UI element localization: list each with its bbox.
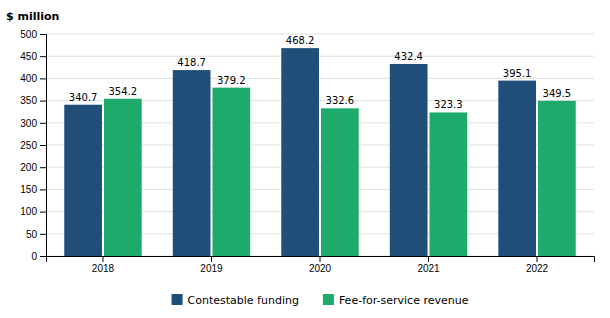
bars [64,48,575,256]
y-tick-mark [40,34,46,35]
x-tick: 2022 [526,256,549,274]
y-tick-label: 250 [20,140,37,151]
y-axis-line [40,35,47,257]
bar [104,99,142,256]
y-tick-label: 300 [20,118,37,129]
y-tick-label: 100 [20,206,37,217]
legend: Contestable funding Fee-for-service reven… [172,294,469,307]
y-tick-label: 150 [20,184,37,195]
x-tick: 2018 [92,256,115,274]
y-tick-mark [40,167,46,168]
y-tick-mark [40,234,46,235]
y-tick-label: 500 [20,29,37,40]
legend-item: Contestable funding [172,294,299,307]
y-tick: 350 [20,95,46,106]
y-tick-mark [40,101,46,102]
x-tick-mark [428,256,429,262]
y-tick-mark [40,123,46,124]
y-tick-mark [40,189,46,190]
series-bars [64,48,536,256]
bar [430,112,468,256]
y-tick-mark [40,56,46,57]
x-tick-mark [537,256,538,262]
y-tick: 150 [20,184,46,195]
data-label: 395.1 [503,68,532,79]
y-tick: 100 [20,206,46,217]
grid-line [46,56,594,57]
legend-label: Fee-for-service revenue [339,294,469,307]
x-axis: 2018 2019 2020 2021 2022 [47,256,595,274]
grid-line [46,34,594,35]
x-tick-label: 2019 [200,263,223,274]
series-bars [104,88,576,256]
legend-swatch [172,294,183,305]
legend-item: Fee-for-service revenue [323,294,469,307]
y-axis: 0 50 100 150 200 250 300 350 400 450 500 [20,29,46,262]
x-tick-label: 2022 [526,263,549,274]
data-label: 349.5 [543,88,572,99]
y-tick: 400 [20,73,46,84]
y-axis-label: $ million [6,10,59,23]
x-tick-mark [211,256,212,262]
y-tick: 50 [26,229,46,240]
x-tick-label: 2021 [417,263,440,274]
y-tick: 200 [20,162,46,173]
x-tick: 2021 [417,256,440,274]
x-tick-mark [320,256,321,262]
data-label: 332.6 [326,95,355,106]
grid [46,34,594,256]
bar [212,88,250,256]
bar [64,105,102,256]
data-label: 379.2 [217,75,246,86]
plot: 340.7 418.7 468.2 432.4 395.1 354.2 379.2 332.6… [20,29,594,274]
y-tick: 0 [31,251,46,262]
y-tick: 300 [20,118,46,129]
y-tick-label: 400 [20,73,37,84]
bar [498,81,536,256]
bar [321,108,359,256]
bar [538,101,576,256]
y-tick-label: 0 [31,251,37,262]
y-tick-label: 200 [20,162,37,173]
x-tick: 2020 [309,256,332,274]
data-labels: 340.7 418.7 468.2 432.4 395.1 354.2 379.2 332.6… [69,35,571,110]
data-label: 354.2 [109,86,138,97]
y-tick-mark [40,256,46,257]
x-tick-label: 2020 [309,263,332,274]
legend-label: Contestable funding [188,294,299,307]
x-tick-label: 2018 [92,263,115,274]
data-label: 340.7 [69,92,98,103]
chart: 340.7 418.7 468.2 432.4 395.1 354.2 379.2 332.6… [0,0,610,318]
y-tick-mark [40,212,46,213]
bar [173,70,211,256]
y-tick-mark [40,78,46,79]
bar [281,48,319,256]
x-tick: 2019 [200,256,223,274]
data-label: 323.3 [434,99,463,110]
y-tick-label: 350 [20,95,37,106]
data-label: 468.2 [286,35,315,46]
data-label: 418.7 [177,57,206,68]
bar [390,64,428,256]
legend-swatch [323,294,334,305]
y-tick-label: 50 [26,229,38,240]
y-tick: 500 [20,29,46,40]
y-tick-mark [40,145,46,146]
y-tick-label: 450 [20,51,37,62]
data-label: 432.4 [394,51,423,62]
x-axis-line [47,257,595,263]
y-tick: 450 [20,51,46,62]
x-tick-mark [102,256,103,262]
y-tick: 250 [20,140,46,151]
